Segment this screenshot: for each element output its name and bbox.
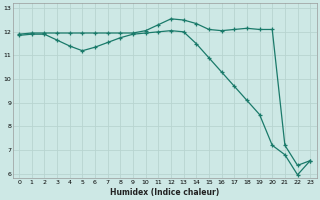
X-axis label: Humidex (Indice chaleur): Humidex (Indice chaleur): [110, 188, 219, 197]
